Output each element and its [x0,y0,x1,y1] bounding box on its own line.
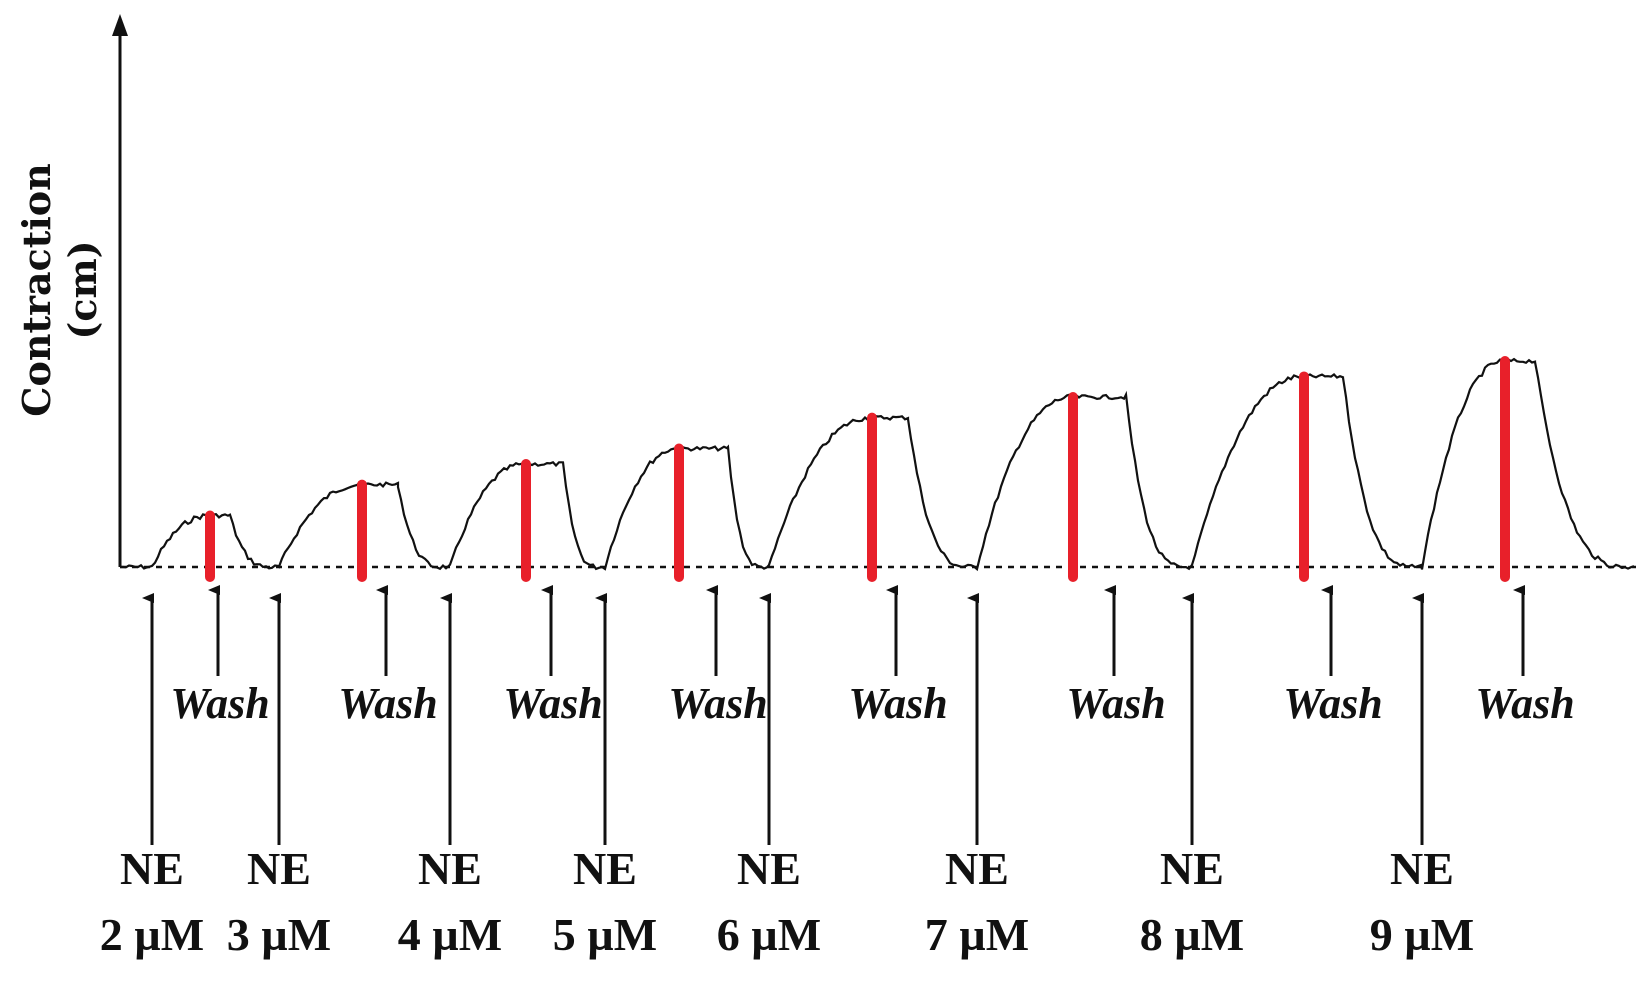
ne-label: NE [945,843,1009,894]
dose-label: 9 µM [1369,909,1475,960]
wash-label: Wash [338,679,438,728]
dose-label: 7 µM [924,909,1030,960]
ne-label: NE [120,843,184,894]
dose-label: 3 µM [226,909,332,960]
wash-label: Wash [1283,679,1383,728]
y-axis-arrow [112,14,128,36]
wash-label: Wash [1475,679,1575,728]
ne-label: NE [418,843,482,894]
y-axis-label-line-1: Contraction [14,163,59,417]
wash-label: Wash [848,679,948,728]
wash-label: Wash [503,679,603,728]
y-axis-label-line-2: (cm) [60,240,105,340]
dose-label: 8 µM [1139,909,1245,960]
ne-label: NE [573,843,637,894]
ne-label: NE [1160,843,1224,894]
y-axis-label: Contraction (cm) [14,163,106,417]
ne-label: NE [737,843,801,894]
wash-label: Wash [668,679,768,728]
wash-label: Wash [170,679,270,728]
dose-label: 6 µM [716,909,822,960]
wash-label: Wash [1066,679,1166,728]
ne-label: NE [1390,843,1454,894]
ne-label: NE [247,843,311,894]
dose-label: 2 µM [99,909,205,960]
dose-label: 4 µM [397,909,503,960]
dose-label: 5 µM [552,909,658,960]
